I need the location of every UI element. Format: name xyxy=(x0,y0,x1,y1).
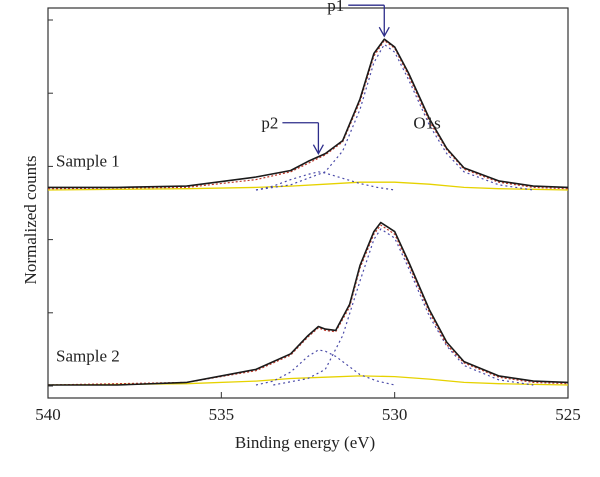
sample-2-label: Sample 2 xyxy=(56,347,120,366)
x-axis-label: Binding energy (eV) xyxy=(235,433,375,452)
p1-label: p1 xyxy=(327,0,344,15)
sample-1-label: Sample 1 xyxy=(56,152,120,171)
p1-arrow-head xyxy=(378,26,390,38)
x-tick-label: 535 xyxy=(209,405,235,424)
p2-label: p2 xyxy=(261,114,278,133)
sample-2-fit-envelope-line xyxy=(47,224,569,386)
o1s-label: O1s xyxy=(413,114,440,133)
x-axis-ticks: 540 535 530 525 xyxy=(35,392,581,424)
sample-1-p1-component-line xyxy=(255,43,534,191)
plot-border xyxy=(47,7,569,399)
y-axis-label: Normalized counts xyxy=(21,156,40,285)
sample-2-p2-component-line xyxy=(255,349,395,386)
sample-2-background-line xyxy=(47,375,569,386)
plot-frame xyxy=(47,7,569,399)
sample-1-background-line xyxy=(47,181,569,191)
x-tick-label: 540 xyxy=(35,405,61,424)
sample-1-fit-envelope-line xyxy=(47,39,569,190)
sample-2-p1-component-line xyxy=(273,228,534,386)
series-layer: Sample 1 Sample 2 xyxy=(47,38,569,386)
sample-1-measured-line xyxy=(48,38,569,189)
y-axis-ticks xyxy=(48,19,53,387)
p2-arrow-head xyxy=(312,144,324,156)
annotations: p1 p2 O1s xyxy=(261,0,441,156)
sample-2-measured-line xyxy=(48,221,569,386)
x-tick-label: 530 xyxy=(382,405,408,424)
sample-2-group: Sample 2 xyxy=(47,221,569,386)
x-tick-label: 525 xyxy=(555,405,581,424)
sample-1-group: Sample 1 xyxy=(47,38,569,191)
